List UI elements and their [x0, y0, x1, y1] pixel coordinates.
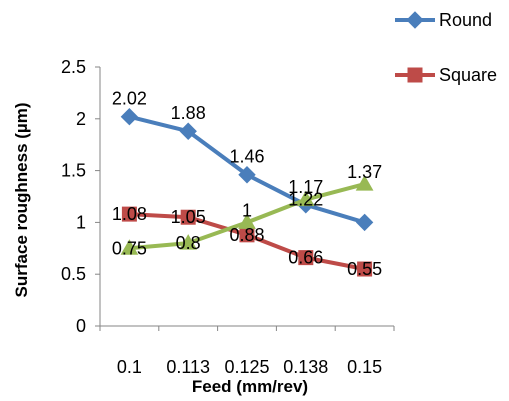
legend-marker — [407, 67, 423, 83]
data-labels: 2.02 1.88 1.46 1.17 1.08 1.05 0.88 0.66 0.55 0.75… — [112, 89, 382, 279]
data-point — [120, 239, 139, 255]
data-label: 0.8 — [176, 233, 201, 253]
data-label: 1.88 — [171, 103, 206, 123]
data-point — [179, 122, 197, 140]
data-label: 1.17 — [288, 177, 323, 197]
data-label: 1.37 — [347, 162, 382, 182]
legend-marker — [406, 11, 424, 29]
y-axis-title: Surface roughness (µm) — [12, 103, 31, 298]
data-label: 0.55 — [347, 259, 382, 279]
data-point — [179, 234, 198, 250]
data-label: 1 — [242, 200, 252, 220]
series-layer — [120, 108, 374, 277]
legend-item-square: Square — [395, 65, 497, 85]
x-axis-title: Feed (mm/rev) — [192, 377, 308, 396]
data-label: 0.88 — [229, 225, 264, 245]
data-label: 1.05 — [171, 207, 206, 227]
y-tick-label: 2 — [76, 109, 86, 129]
series-square — [121, 206, 373, 277]
data-point — [357, 261, 373, 277]
axes: 0 0.5 1 1.5 2 2.5 0.1 0.113 0.125 0.138 0.15 — [61, 57, 395, 377]
data-label: 0.75 — [112, 238, 147, 258]
x-tick-label: 0.113 — [166, 357, 210, 377]
legend-item-round: Round — [395, 10, 492, 30]
data-label: 1.46 — [229, 147, 264, 167]
y-tick-label: 0.5 — [61, 264, 86, 284]
y-tick-label: 2.5 — [61, 57, 86, 77]
series-unnamed — [120, 175, 374, 255]
data-point — [296, 190, 315, 207]
y-tick-label: 1 — [76, 212, 86, 232]
y-tick-label: 1.5 — [61, 161, 86, 181]
x-tick-label: 0.125 — [224, 357, 269, 377]
legend: Round Square — [395, 10, 497, 85]
x-tick-label: 0.15 — [347, 357, 382, 377]
data-point — [120, 108, 139, 126]
x-tick-label: 0.1 — [117, 357, 142, 377]
data-point — [355, 175, 374, 191]
data-point — [238, 166, 256, 184]
data-point — [298, 250, 314, 266]
x-tick-label: 0.138 — [283, 357, 328, 377]
data-point — [121, 206, 137, 222]
data-label: 2.02 — [112, 89, 147, 109]
data-label: 1.22 — [288, 190, 323, 210]
data-point — [180, 209, 196, 225]
y-tick-label: 0 — [76, 316, 86, 336]
data-point — [355, 213, 374, 232]
legend-label: Square — [439, 65, 497, 85]
data-point — [238, 213, 256, 229]
data-label: 0.66 — [288, 248, 323, 268]
data-label: 1.08 — [112, 204, 147, 224]
legend-label: Round — [439, 10, 492, 30]
